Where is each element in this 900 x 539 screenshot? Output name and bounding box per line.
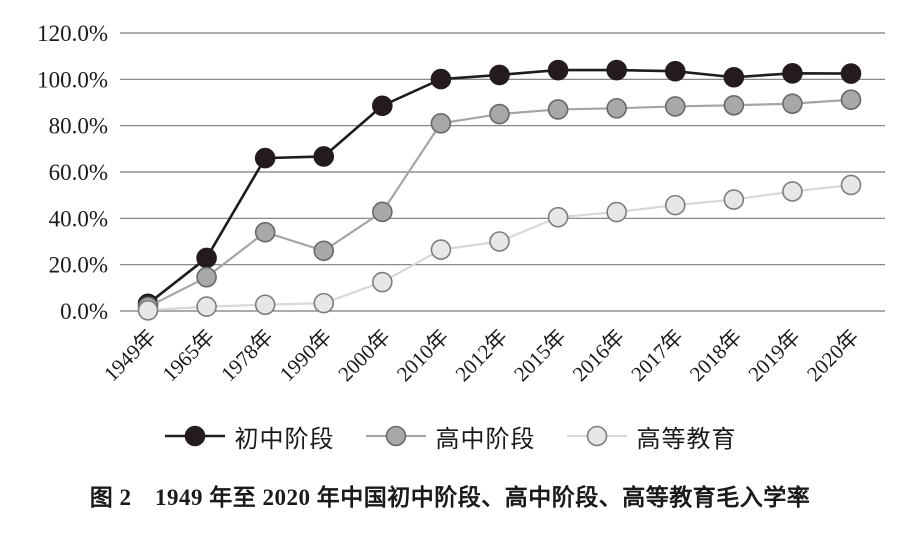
x-tick-label: 1990年	[275, 325, 337, 387]
data-point	[254, 294, 276, 316]
x-tick-label: 2019年	[743, 325, 805, 387]
legend-marker-senior-high-icon	[365, 425, 426, 447]
data-point	[196, 247, 217, 269]
data-point	[723, 66, 745, 88]
data-point	[254, 221, 276, 243]
x-tick-label: 2020年	[802, 325, 864, 387]
data-point	[606, 59, 627, 81]
y-tick-label: 0.0%	[60, 299, 108, 324]
y-tick-label: 120.0%	[37, 21, 108, 46]
legend-marker-higher-education-icon	[566, 425, 627, 447]
data-point	[840, 89, 862, 111]
legend-item-higher-education: 高等教育	[566, 419, 737, 454]
x-tick-label: 2000年	[333, 325, 395, 387]
legend-label-senior-high: 高中阶段	[435, 426, 536, 453]
x-tick-label: 2015年	[509, 325, 571, 387]
y-tick-label: 60.0%	[49, 160, 108, 185]
data-point	[664, 194, 686, 216]
data-point	[254, 147, 276, 169]
data-point	[137, 300, 159, 321]
data-point	[547, 99, 569, 120]
legend-item-senior-high: 高中阶段	[365, 419, 536, 454]
y-tick-label: 40.0%	[49, 206, 108, 231]
chart-legend: 初中阶段 高中阶段 高等教育	[0, 416, 900, 456]
data-point	[313, 240, 335, 262]
data-point	[840, 174, 862, 196]
data-point	[664, 96, 686, 117]
data-point	[196, 266, 217, 288]
x-tick-label: 2012年	[451, 325, 513, 387]
x-tick-label: 2017年	[626, 325, 688, 387]
data-point	[782, 93, 803, 114]
data-point	[547, 59, 569, 81]
data-point	[489, 64, 510, 86]
data-point	[372, 201, 393, 223]
y-tick-label: 80.0%	[49, 114, 108, 139]
data-point	[782, 181, 803, 202]
line-chart-canvas: 0.0% 20.0% 40.0% 60.0% 80.0% 100.0% 120.0% 1949…	[37, 21, 885, 387]
data-point	[430, 113, 452, 134]
data-point	[430, 68, 452, 90]
y-tick-label: 100.0%	[37, 67, 108, 92]
figure-caption: 图 2 1949 年至 2020 年中国初中阶段、高中阶段、高等教育毛入学率	[89, 485, 811, 510]
y-tick-label: 20.0%	[49, 253, 108, 278]
data-point	[489, 231, 510, 252]
data-point	[723, 94, 745, 116]
data-point	[313, 146, 335, 167]
series-line-1	[147, 98, 852, 308]
x-tick-label: 2016年	[568, 325, 630, 387]
legend-label-junior-middle: 初中阶段	[234, 426, 335, 453]
data-point	[606, 97, 627, 119]
data-point	[196, 296, 217, 317]
data-point	[430, 239, 452, 260]
x-tick-label: 1949年	[99, 325, 161, 387]
data-point	[782, 63, 803, 84]
data-point	[547, 206, 569, 228]
data-point	[723, 189, 745, 210]
x-tick-label: 2010年	[392, 325, 454, 387]
legend-item-junior-middle: 初中阶段	[164, 419, 335, 454]
legend-label-higher-education: 高等教育	[636, 426, 737, 453]
x-tick-label: 2018年	[685, 325, 747, 387]
legend-marker-junior-middle-icon	[164, 425, 225, 447]
data-point	[606, 201, 627, 223]
data-point	[313, 292, 335, 314]
x-tick-label: 1965年	[158, 325, 220, 387]
x-tick-label: 1978年	[216, 325, 278, 387]
data-point	[372, 271, 393, 293]
data-point	[664, 60, 686, 82]
data-point	[372, 95, 393, 117]
data-point	[489, 103, 510, 125]
data-point	[840, 63, 862, 84]
